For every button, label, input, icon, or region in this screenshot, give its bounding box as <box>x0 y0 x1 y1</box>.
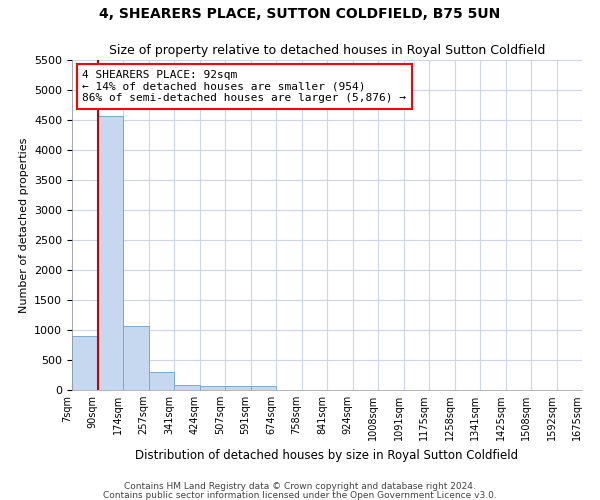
Title: Size of property relative to detached houses in Royal Sutton Coldfield: Size of property relative to detached ho… <box>109 44 545 58</box>
Bar <box>199 386 225 390</box>
Bar <box>174 384 199 390</box>
Text: 4, SHEARERS PLACE, SUTTON COLDFIELD, B75 5UN: 4, SHEARERS PLACE, SUTTON COLDFIELD, B75… <box>100 8 500 22</box>
Y-axis label: Number of detached properties: Number of detached properties <box>19 138 29 312</box>
Text: 4 SHEARERS PLACE: 92sqm
← 14% of detached houses are smaller (954)
86% of semi-d: 4 SHEARERS PLACE: 92sqm ← 14% of detache… <box>82 70 406 103</box>
Bar <box>149 372 174 390</box>
X-axis label: Distribution of detached houses by size in Royal Sutton Coldfield: Distribution of detached houses by size … <box>136 448 518 462</box>
Text: Contains public sector information licensed under the Open Government Licence v3: Contains public sector information licen… <box>103 490 497 500</box>
Text: Contains HM Land Registry data © Crown copyright and database right 2024.: Contains HM Land Registry data © Crown c… <box>124 482 476 491</box>
Bar <box>123 326 149 390</box>
Bar <box>225 386 251 390</box>
Bar <box>72 336 97 390</box>
Bar <box>97 116 123 390</box>
Bar <box>251 386 276 390</box>
